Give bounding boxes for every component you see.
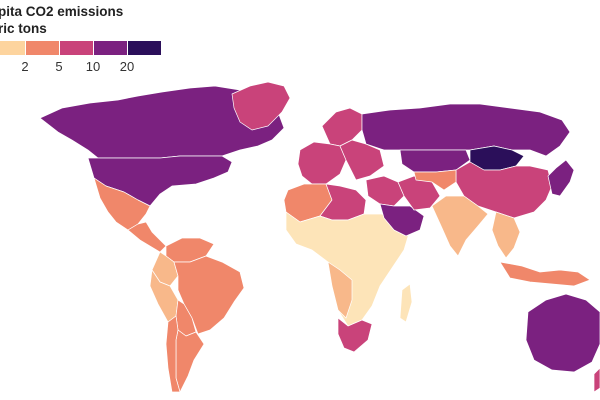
legend-bin-4 <box>94 41 128 55</box>
chile[interactable] <box>165 315 181 393</box>
central-america[interactable] <box>127 221 167 253</box>
legend-bin-1 <box>0 41 26 55</box>
south-africa[interactable] <box>337 317 373 353</box>
color-legend <box>0 41 162 55</box>
legend-bin-5 <box>128 41 162 55</box>
middle-east[interactable] <box>365 175 405 207</box>
indonesia[interactable] <box>499 261 591 287</box>
angola-namibia[interactable] <box>327 261 353 319</box>
legend-tick-10: 10 <box>85 59 101 74</box>
mexico[interactable] <box>93 177 151 231</box>
eastern-europe[interactable] <box>339 139 385 181</box>
sub-saharan-africa[interactable] <box>285 211 411 327</box>
new-zealand[interactable] <box>593 367 600 393</box>
title-line-2: ric tons <box>0 21 47 36</box>
southeast-asia[interactable] <box>491 211 521 259</box>
central-asia[interactable] <box>413 169 457 191</box>
legend-ticks: 2 5 10 20 <box>0 59 162 75</box>
japan-korea[interactable] <box>547 159 575 197</box>
kazakhstan[interactable] <box>399 149 471 173</box>
legend-tick-5: 5 <box>55 59 63 74</box>
saudi-arabia[interactable] <box>379 203 425 237</box>
legend-tick-20: 20 <box>119 59 135 74</box>
title-line-1: pita CO2 emissions <box>0 4 124 19</box>
legend-bin-2 <box>26 41 60 55</box>
brazil[interactable] <box>173 255 245 335</box>
india[interactable] <box>431 195 489 257</box>
legend-tick-2: 2 <box>21 59 29 74</box>
australia[interactable] <box>525 293 600 373</box>
western-europe[interactable] <box>297 141 347 185</box>
legend-bin-3 <box>60 41 94 55</box>
argentina[interactable] <box>175 329 205 393</box>
madagascar[interactable] <box>399 283 413 323</box>
scandinavia[interactable] <box>321 107 363 147</box>
chart-title: pita CO2 emissions ric tons <box>0 3 123 37</box>
greenland[interactable] <box>231 81 291 131</box>
russia[interactable] <box>361 103 571 157</box>
